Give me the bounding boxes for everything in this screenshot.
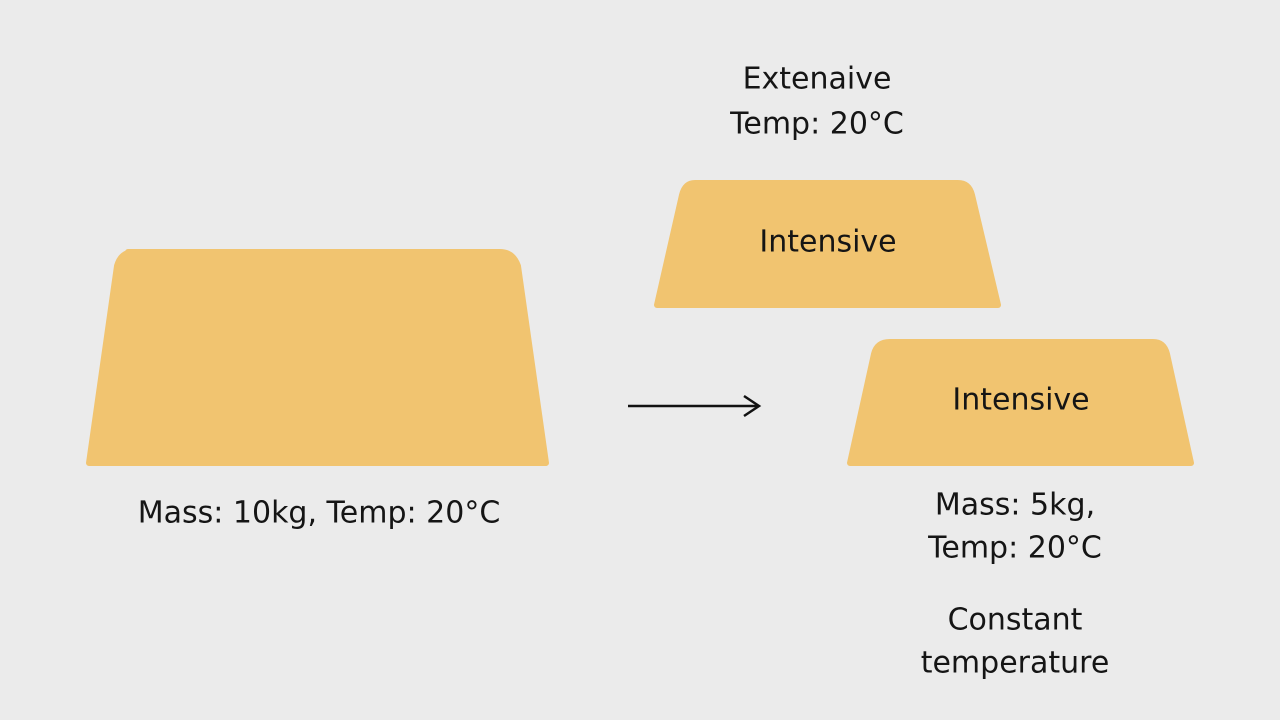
block-small — [847, 339, 1194, 466]
block-caption: Extenaive — [743, 62, 892, 97]
note: Constant — [948, 603, 1083, 638]
block-caption: Temp: 20°C — [927, 531, 1102, 566]
block-caption: Temp: 20°C — [729, 107, 904, 142]
block-caption: Mass: 10kg, Temp: 20°C — [138, 496, 501, 531]
block-label: Intensive — [759, 225, 896, 260]
note: temperature — [921, 646, 1110, 681]
block-caption: Mass: 5kg, — [935, 488, 1095, 523]
block-small — [654, 180, 1001, 308]
block-large — [86, 248, 549, 466]
block-label: Intensive — [952, 383, 1089, 418]
arrow — [628, 394, 762, 418]
